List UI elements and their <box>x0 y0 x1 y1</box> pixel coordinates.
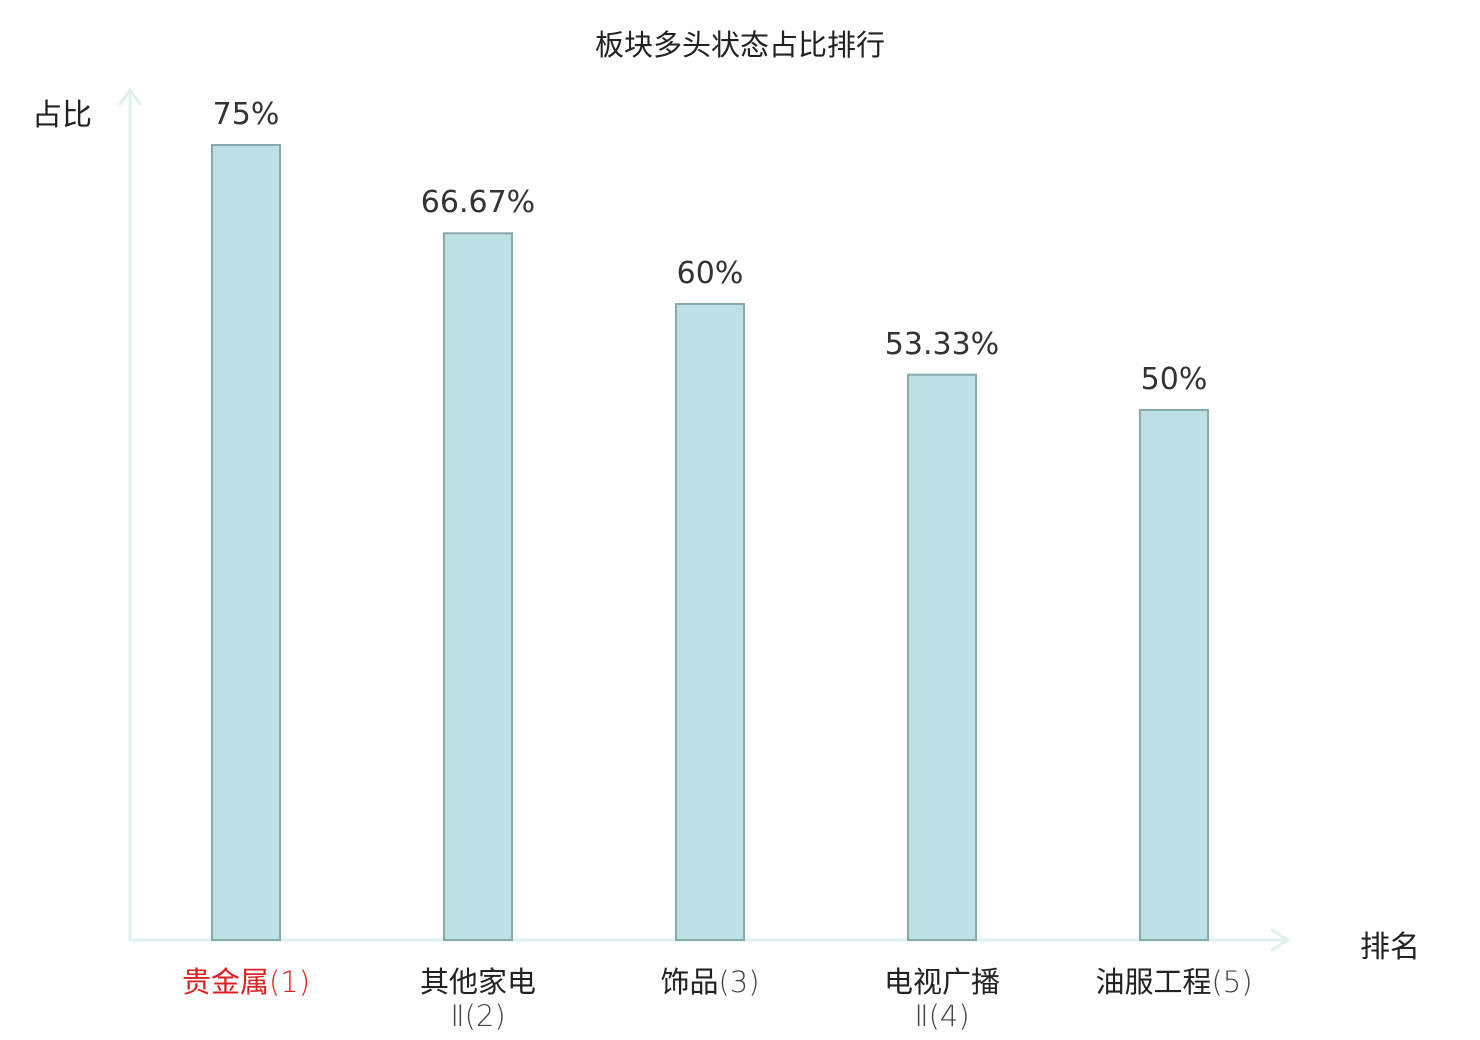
y-axis-label: 占比 <box>32 98 92 133</box>
bars <box>211 144 1209 942</box>
bar-3 <box>675 303 745 941</box>
value-label-3: 60% <box>676 256 744 291</box>
bar-1 <box>211 144 281 941</box>
category-name: 其他家电 <box>419 965 536 999</box>
category-label-3: 饰品(3) <box>590 965 830 999</box>
category-name: 油服工程 <box>1095 965 1212 999</box>
category-label-5: 油服工程(5) <box>1054 965 1294 999</box>
category-label-4: 电视广播 Ⅱ(4) <box>822 965 1062 1033</box>
category-suffix: Ⅱ <box>914 999 929 1033</box>
category-rank: (2) <box>464 999 506 1033</box>
chart-title: 板块多头状态占比排行 <box>594 28 885 62</box>
category-label-2: 其他家电 Ⅱ(2) <box>358 965 598 1033</box>
y-axis-arrow <box>118 87 142 106</box>
x-axis-label: 排名 <box>1360 930 1420 965</box>
category-name: 贵金属 <box>181 965 269 999</box>
category-suffix: Ⅱ <box>450 999 465 1033</box>
value-label-2: 66.67% <box>420 185 536 221</box>
category-label-1: 贵金属(1) <box>126 965 366 999</box>
value-label-1: 75% <box>212 97 280 132</box>
category-name: 电视广播 <box>883 965 1000 999</box>
bar-2 <box>443 232 513 942</box>
value-label-4: 53.33% <box>884 326 1000 362</box>
bar-5 <box>1139 409 1209 941</box>
category-rank: (3) <box>718 965 760 999</box>
category-name: 饰品 <box>660 965 719 999</box>
x-axis-arrow <box>1270 928 1291 952</box>
category-rank: (1) <box>268 965 311 999</box>
category-rank: (4) <box>928 999 970 1033</box>
bar-4 <box>907 373 977 941</box>
value-label-5: 50% <box>1140 362 1208 397</box>
category-rank: (5) <box>1211 965 1253 999</box>
